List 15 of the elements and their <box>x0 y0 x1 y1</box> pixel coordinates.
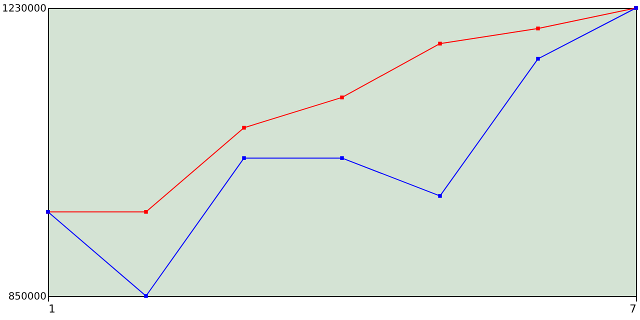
line-series <box>46 6 638 298</box>
x-tick-label: 7 <box>630 302 636 316</box>
point <box>144 294 148 298</box>
y-tick-label: 850000 <box>8 292 46 302</box>
point <box>144 210 148 214</box>
point <box>242 156 246 160</box>
point <box>536 56 540 61</box>
point <box>340 96 344 100</box>
y-tick-label: 1230000 <box>2 4 46 14</box>
point <box>438 194 442 198</box>
point <box>438 42 442 46</box>
point <box>536 26 540 30</box>
point <box>242 126 246 130</box>
x-tick-label: 1 <box>48 302 56 316</box>
point <box>340 156 344 160</box>
